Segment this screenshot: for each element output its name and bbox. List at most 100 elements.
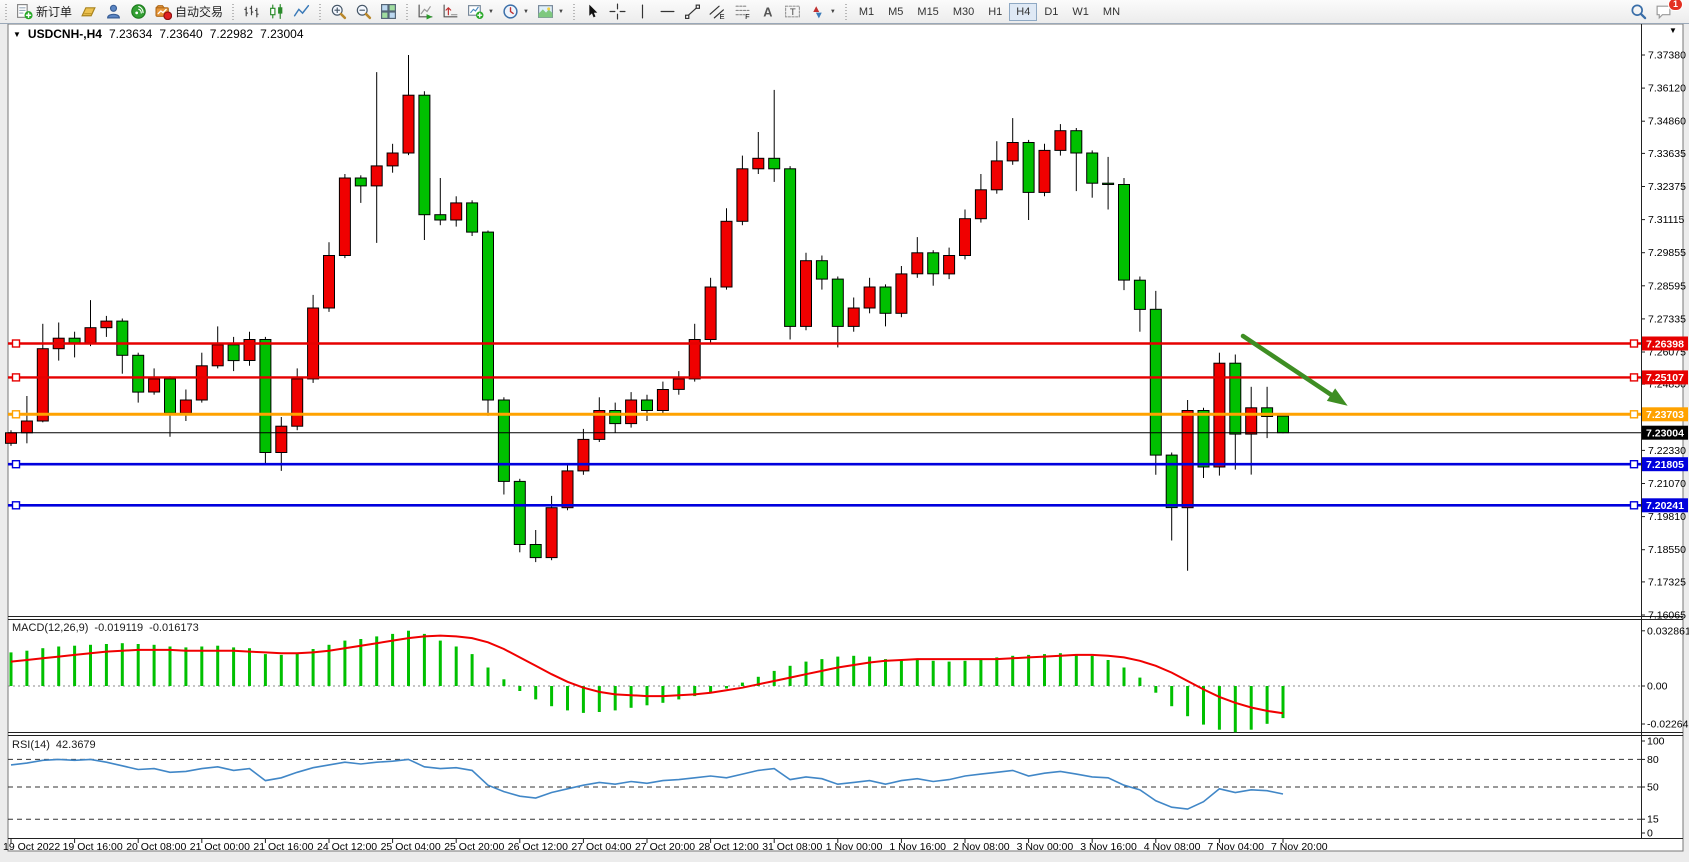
chat-button[interactable]: 1 [1652,0,1683,22]
cursor-button[interactable] [581,1,604,22]
svg-text:26 Oct 12:00: 26 Oct 12:00 [508,841,568,853]
hline-7.26398 [8,339,1641,348]
trendline-button[interactable] [681,1,704,22]
autotrade-icon [155,3,173,20]
svg-text:7.18550: 7.18550 [1648,544,1686,556]
rsi-value: 42.3679 [55,739,96,751]
toolbar-group: 新订单 自动交易 [12,0,227,23]
hline-7.21805 [8,460,1641,469]
zoomin-icon [330,3,347,20]
vertical-line-button[interactable] [631,1,654,22]
new-order-button[interactable]: 新订单 [13,1,75,22]
candlestick-chart-button[interactable] [265,1,288,22]
price-badge-7.23703: 7.23703 [1642,407,1688,422]
svg-text:7.27335: 7.27335 [1648,313,1686,325]
timeframe-d1[interactable]: D1 [1044,5,1059,18]
search-button[interactable] [1627,1,1650,22]
toolbar-grip[interactable] [4,3,9,20]
svg-text:7 Nov 04:00: 7 Nov 04:00 [1207,841,1264,853]
timeframe-w1[interactable]: W1 [1072,5,1089,18]
auto-scroll-button[interactable] [414,1,437,22]
dropdown-caret-icon[interactable]: ▼ [829,8,836,15]
line-chart-button[interactable] [290,1,313,22]
zoom-in-button[interactable] [327,1,350,22]
toolbar-grip[interactable] [231,3,237,20]
profiles-button[interactable] [77,1,100,22]
symbol-period-label: USDCNH-,H4 [27,27,102,41]
template-button[interactable]: ▼ [534,1,567,22]
macd-histogram [9,630,1285,733]
zoom-out-button[interactable] [352,1,375,22]
ohlc-close: 7.23004 [260,27,304,41]
equidistant-channel-button[interactable]: E [706,1,729,22]
vline-icon [634,3,651,20]
timeframe-m1[interactable]: M1 [858,5,875,18]
arrows-button[interactable]: ▼ [806,1,839,22]
svg-text:80: 80 [1647,754,1659,766]
svg-text:24 Oct 12:00: 24 Oct 12:00 [317,841,377,853]
toolbar-grip[interactable] [405,3,411,20]
svg-text:27 Oct 04:00: 27 Oct 04:00 [571,841,631,853]
text-label-button[interactable]: T [781,1,804,22]
svg-text:4 Nov 08:00: 4 Nov 08:00 [1144,841,1201,853]
svg-text:7.28595: 7.28595 [1648,280,1686,292]
toolbar-grip[interactable] [318,3,324,20]
bar-chart-button[interactable] [240,1,263,22]
svg-text:28 Oct 12:00: 28 Oct 12:00 [699,841,759,853]
channel-icon: E [709,3,726,20]
timeframe-m30[interactable]: M30 [952,5,975,18]
tile-windows-button[interactable] [377,1,400,22]
template-icon [537,3,554,20]
svg-text:7.17325: 7.17325 [1648,576,1686,588]
search-icon [1630,3,1647,20]
new-chart-button[interactable]: ▼ [464,1,497,22]
svg-text:19 Oct 16:00: 19 Oct 16:00 [63,841,123,853]
toolbar-grip[interactable] [571,3,577,20]
labelT-icon: T [784,3,801,20]
svg-text:1 Nov 00:00: 1 Nov 00:00 [826,841,883,853]
chart-shift-button[interactable] [439,1,462,22]
macd-value-main: -0.019119 [94,622,144,634]
period-button[interactable]: ▼ [499,1,532,22]
chart-info-line[interactable]: ▼ USDCNH-,H4 7.23634 7.23640 7.22982 7.2… [13,27,304,41]
collapse-ohlc-icon[interactable]: ▼ [13,29,21,39]
svg-text:7.26398: 7.26398 [1646,338,1684,350]
crosshair-button[interactable] [606,1,629,22]
textA-icon: A [759,3,776,20]
fibonacci-button[interactable]: F [731,1,754,22]
autotrading-button[interactable]: 自动交易 [152,1,226,22]
price-badge-7.20241: 7.20241 [1642,498,1688,513]
chart-shift-marker-icon[interactable]: ▼ [1669,26,1677,35]
svg-text:25 Oct 20:00: 25 Oct 20:00 [444,841,504,853]
fibo-icon: F [734,3,751,20]
signals-icon [130,3,147,20]
svg-text:7 Nov 20:00: 7 Nov 20:00 [1271,841,1328,853]
timeframe-m15[interactable]: M15 [917,5,939,18]
crosshair-icon [609,3,626,20]
text-button[interactable]: A [756,1,779,22]
timeframe-m5[interactable]: M5 [888,5,904,18]
svg-text:T: T [790,7,796,18]
svg-text:0: 0 [1647,828,1653,840]
svg-text:7.33635: 7.33635 [1648,148,1686,160]
dropdown-caret-icon[interactable]: ▼ [522,8,529,15]
signals-button[interactable] [127,1,150,22]
timeframe-mn[interactable]: MN [1102,5,1121,18]
market-watch-button[interactable] [102,1,125,22]
toolbar: 新订单 自动交易 ▼ ▼ ▼ E F A T ▼ M1 M5 M15 M30 H1 H4 D1 W1 MN 1 [0,0,1689,24]
svg-text:7.22330: 7.22330 [1648,445,1686,457]
svg-text:2 Nov 08:00: 2 Nov 08:00 [953,841,1010,853]
chartfwd-icon [417,3,434,20]
dropdown-caret-icon[interactable]: ▼ [557,8,564,15]
trendline-icon [684,3,701,20]
horizontal-line-button[interactable] [656,1,679,22]
macd-signal-line [10,634,1284,715]
dropdown-caret-icon[interactable]: ▼ [488,8,494,15]
timeframe-h4[interactable]: H4 [1009,2,1038,21]
toolbar-grip[interactable] [843,3,849,20]
clock-icon [502,3,519,20]
hline-7.20241 [8,501,1641,510]
timeframe-h1[interactable]: H1 [988,5,1003,18]
